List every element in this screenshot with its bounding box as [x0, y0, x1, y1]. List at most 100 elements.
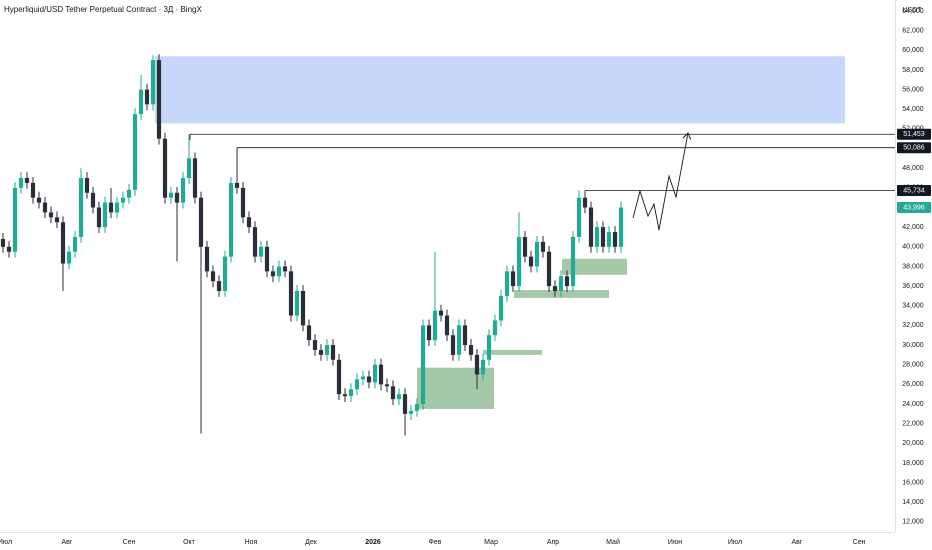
candle-body	[18, 178, 24, 188]
candle-body	[330, 345, 336, 360]
x-tick-label: Ноя	[245, 539, 258, 546]
candle-body	[450, 335, 456, 355]
y-tick-label: 22,000	[902, 420, 924, 427]
last-price-box	[897, 202, 931, 214]
candle-body	[102, 202, 108, 228]
candle-body	[564, 276, 570, 287]
candle-body	[168, 192, 174, 198]
candle-body	[156, 60, 162, 139]
candle-body	[264, 246, 270, 272]
candle-body	[558, 276, 564, 292]
y-tick-label: 64,000	[902, 8, 924, 15]
candle-body	[96, 207, 102, 228]
candle-body	[336, 359, 342, 395]
y-tick-label: 28,000	[902, 362, 924, 369]
candle-body	[528, 256, 534, 267]
candle-body	[48, 212, 54, 218]
level-label-box	[897, 128, 931, 140]
candle-body	[282, 266, 288, 272]
candle-body	[174, 192, 180, 203]
candle-body	[378, 364, 384, 385]
candle-body	[480, 359, 486, 375]
y-tick-label: 26,000	[902, 381, 924, 388]
level-label: 50,086	[903, 145, 925, 152]
candle-body	[198, 197, 204, 247]
level-label: 45,734	[903, 187, 925, 194]
x-tick-label: Фев	[429, 539, 442, 546]
candle-body	[300, 291, 306, 326]
candle-body	[6, 246, 12, 252]
candle-body	[66, 251, 72, 264]
candle-body	[216, 281, 222, 292]
candle-body	[456, 325, 462, 355]
candle-body	[132, 114, 138, 190]
candle-body	[288, 271, 294, 316]
candle-body	[222, 256, 228, 292]
y-tick-label: 24,000	[902, 401, 924, 408]
y-tick-label: 38,000	[902, 263, 924, 270]
candle-body	[354, 379, 360, 390]
candle-body	[126, 189, 132, 198]
projection-path	[632, 133, 688, 231]
zone	[155, 56, 845, 124]
candle-body	[42, 202, 48, 213]
candle-body	[210, 271, 216, 282]
candle-body	[462, 325, 468, 346]
y-tick-label: 16,000	[902, 479, 924, 486]
x-tick-label: Авг	[62, 539, 73, 546]
x-tick-label: Май	[606, 538, 620, 546]
candle-body	[618, 207, 624, 247]
candle-body	[582, 197, 588, 208]
candle-body	[258, 246, 264, 257]
candle-body	[12, 187, 18, 252]
candle-body	[150, 60, 156, 105]
y-tick-label: 58,000	[902, 67, 924, 74]
candle-body	[180, 178, 186, 203]
candle-body	[474, 354, 480, 375]
candle-body	[84, 178, 90, 193]
candle-body	[24, 178, 30, 183]
candle-body	[534, 241, 540, 267]
candle-body	[90, 192, 96, 208]
zone	[483, 349, 542, 355]
candle-body	[516, 236, 522, 287]
candle-body	[246, 217, 252, 228]
y-tick-label: 14,000	[902, 499, 924, 506]
candle-body	[396, 394, 402, 400]
candle-body	[60, 222, 66, 264]
candle-body	[468, 345, 474, 355]
x-tick-label: Июл	[728, 539, 742, 546]
x-tick-label: Июн	[668, 539, 682, 546]
level-label-box	[897, 142, 931, 154]
candle-body	[372, 364, 378, 383]
zone	[562, 258, 627, 275]
candle-body	[492, 320, 498, 336]
candle-body	[120, 197, 126, 203]
y-tick-label: 56,000	[902, 86, 924, 93]
candle-body	[504, 271, 510, 296]
x-tick-label: Сен	[853, 539, 866, 546]
candle-body	[570, 236, 576, 287]
candle-body	[486, 335, 492, 360]
level-label: 51,453	[903, 131, 925, 138]
x-tick-label: Окт	[183, 539, 196, 546]
candle-body	[324, 345, 330, 355]
x-tick-label: Июл	[0, 539, 12, 546]
y-tick-label: 54,000	[902, 106, 924, 113]
candle-body	[546, 251, 552, 287]
candle-body	[138, 89, 144, 115]
candle-body	[192, 158, 198, 198]
x-tick-label: Апр	[547, 539, 559, 546]
candle-body	[342, 394, 348, 397]
y-tick-label: 20,000	[902, 440, 924, 447]
candle-body	[408, 410, 414, 414]
candle-body	[498, 295, 504, 321]
candle-body	[552, 286, 558, 292]
candle-body	[612, 232, 618, 247]
y-tick-label: 30,000	[902, 342, 924, 349]
candle-body	[588, 207, 594, 247]
candle-body	[318, 349, 324, 355]
y-tick-label: 42,000	[902, 224, 924, 231]
x-tick-label: Дек	[305, 539, 318, 546]
level-label-box	[897, 184, 931, 196]
